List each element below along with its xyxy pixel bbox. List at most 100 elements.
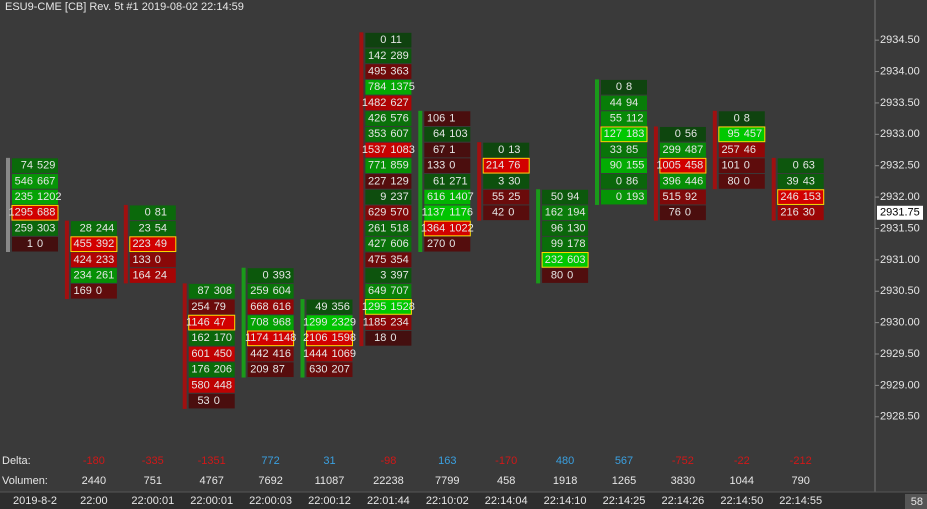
footprint-cell	[365, 158, 412, 174]
footprint-cell	[659, 157, 707, 174]
volume-value: 2440	[82, 475, 106, 487]
bid-volume: 649	[368, 285, 386, 297]
y-tick-label: 2929.50	[880, 348, 920, 360]
bid-volume: 0	[498, 144, 504, 156]
bid-volume: 96	[551, 222, 563, 234]
bid-volume: 133	[427, 160, 445, 172]
ask-volume: 46	[744, 144, 756, 156]
ask-volume: 112	[626, 113, 644, 125]
ask-volume: 707	[390, 285, 408, 297]
bid-volume: 1185	[363, 317, 387, 329]
ask-volume: 1176	[449, 207, 473, 219]
footprint-cell	[12, 221, 58, 236]
ask-volume: 25	[508, 191, 520, 203]
volume-value: 1044	[730, 475, 754, 487]
volume-value: 7799	[435, 475, 459, 487]
ask-volume: 0	[685, 207, 691, 219]
delta-value: -22	[734, 455, 750, 467]
y-tick-label: 2928.50	[880, 411, 920, 423]
bid-volume: 223	[132, 238, 150, 250]
footprint-cell	[542, 268, 589, 283]
volume-value: 4767	[199, 475, 223, 487]
footprint-cell	[247, 346, 294, 362]
footprint-cell	[306, 362, 353, 378]
bid-volume: 234	[74, 269, 92, 281]
footprint-cell	[483, 189, 530, 205]
bid-volume: 0	[262, 269, 268, 281]
footprint-cell	[423, 220, 471, 237]
footprint-cell	[542, 205, 589, 221]
volume-value: 1918	[553, 475, 577, 487]
range-strip	[712, 110, 717, 190]
ask-volume: 0	[155, 254, 161, 266]
footprint-cell	[424, 236, 471, 252]
footprint-cell	[365, 111, 412, 126]
ask-volume: 103	[449, 128, 467, 140]
ask-volume: 2329	[332, 317, 356, 329]
footprint-cell	[601, 189, 647, 205]
footprint-cell	[542, 221, 589, 236]
footprint-cell	[424, 174, 471, 189]
bid-volume: 101	[721, 160, 739, 172]
bid-volume: 49	[315, 301, 327, 313]
ask-volume: 289	[390, 50, 408, 62]
bid-volume: 1174	[245, 332, 269, 344]
footprint-cell	[424, 111, 471, 126]
footprint-cell	[365, 64, 412, 79]
ask-volume: 529	[37, 160, 55, 172]
ask-volume: 178	[567, 238, 585, 250]
footprint-cell	[188, 330, 235, 346]
y-tick-label: 2929.00	[880, 379, 920, 391]
bid-volume: 42	[492, 207, 504, 219]
ask-volume: 518	[390, 222, 408, 234]
range-strip	[64, 220, 69, 300]
footprint-cell	[541, 252, 589, 268]
y-tick-label: 2930.50	[880, 285, 920, 297]
delta-value: -752	[672, 455, 694, 467]
footprint-cell	[11, 204, 59, 221]
last-price-label: 2931.75	[880, 207, 920, 219]
volume-value: 11087	[315, 475, 345, 487]
ask-volume: 0	[96, 285, 102, 297]
bid-volume: 214	[486, 160, 504, 172]
ask-volume: 0	[508, 207, 514, 219]
y-tick-label: 2931.50	[880, 222, 920, 234]
bid-volume: 209	[250, 364, 268, 376]
footprint-cell	[718, 126, 766, 143]
ask-volume: 303	[37, 222, 55, 234]
y-tick-label: 2933.50	[880, 97, 920, 109]
footprint-cell	[365, 126, 412, 142]
ask-volume: 356	[332, 301, 350, 313]
ask-volume: 968	[273, 317, 291, 329]
bid-volume: 2106	[303, 332, 327, 344]
ask-volume: 194	[567, 207, 585, 219]
footprint-cell	[12, 236, 58, 252]
ask-volume: 49	[155, 238, 167, 250]
footprint-cell	[777, 158, 824, 174]
bid-volume: 261	[368, 222, 386, 234]
x-tick-label: 22:00:01	[131, 495, 174, 507]
ask-volume: 859	[390, 160, 408, 172]
ask-volume: 1022	[449, 222, 473, 234]
range-strip	[771, 157, 776, 221]
y-tick-label: 2930.00	[880, 317, 920, 329]
bid-volume: 3	[498, 175, 504, 187]
bid-volume: 0	[616, 81, 622, 93]
bid-volume: 257	[721, 144, 739, 156]
ask-volume: 87	[273, 364, 285, 376]
ask-volume: 0	[744, 175, 750, 187]
ask-volume: 56	[685, 128, 697, 140]
footprint-cell	[247, 283, 294, 299]
bid-volume: 708	[250, 317, 268, 329]
volume-value: 1265	[612, 475, 636, 487]
bid-volume: 61	[433, 175, 445, 187]
footprint-cell	[601, 158, 647, 174]
bid-volume: 424	[74, 254, 92, 266]
ask-volume: 79	[214, 301, 226, 313]
bid-volume: 353	[368, 128, 386, 140]
ask-volume: 627	[390, 97, 408, 109]
ask-volume: 1	[449, 113, 455, 125]
bid-volume: 87	[197, 285, 209, 297]
footprint-cell	[365, 283, 412, 299]
